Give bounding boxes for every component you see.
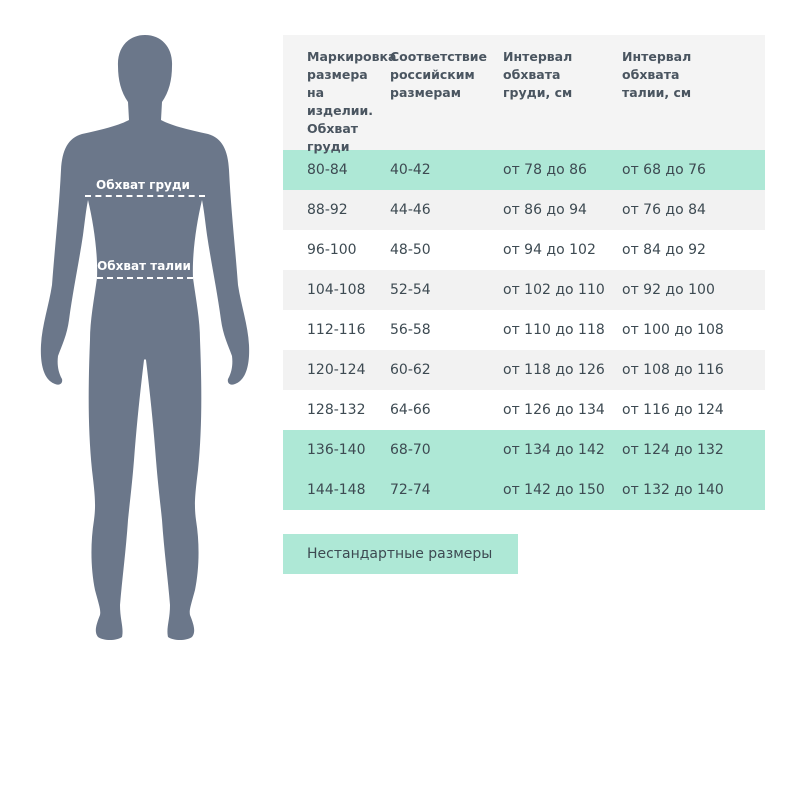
table-cell: 88-92 bbox=[307, 202, 348, 218]
table-cell: 128-132 bbox=[307, 402, 366, 418]
table-cell: от 86 до 94 bbox=[503, 202, 587, 218]
header-chest-range: Интервал обхвата груди, см bbox=[503, 49, 573, 100]
table-cell: от 142 до 150 bbox=[503, 482, 605, 498]
chest-dashed-line bbox=[85, 195, 205, 197]
chest-label: Обхват груди bbox=[96, 178, 190, 192]
table-cell: 48-50 bbox=[390, 242, 431, 258]
table-row: 80-84 40-42 от 78 до 86 от 68 до 76 bbox=[283, 150, 765, 190]
table-cell: 52-54 bbox=[390, 282, 431, 298]
table-row: 144-148 72-74 от 142 до 150 от 132 до 140 bbox=[283, 470, 765, 510]
table-cell: 112-116 bbox=[307, 322, 366, 338]
table-row: 112-116 56-58 от 110 до 118 от 100 до 108 bbox=[283, 310, 765, 350]
table-cell: от 92 до 100 bbox=[622, 282, 715, 298]
human-silhouette bbox=[40, 35, 250, 640]
table-cell: 44-46 bbox=[390, 202, 431, 218]
table-cell: 68-70 bbox=[390, 442, 431, 458]
table-cell: 80-84 bbox=[307, 162, 348, 178]
table-cell: от 78 до 86 bbox=[503, 162, 587, 178]
table-cell: от 102 до 110 bbox=[503, 282, 605, 298]
table-cell: 120-124 bbox=[307, 362, 366, 378]
size-table: Маркировка размера на изделии. Обхват гр… bbox=[283, 35, 765, 510]
table-cell: от 126 до 134 bbox=[503, 402, 605, 418]
table-cell: от 134 до 142 bbox=[503, 442, 605, 458]
table-cell: 40-42 bbox=[390, 162, 431, 178]
table-row: 120-124 60-62 от 118 до 126 от 108 до 116 bbox=[283, 350, 765, 390]
table-row: 136-140 68-70 от 134 до 142 от 124 до 132 bbox=[283, 430, 765, 470]
table-cell: от 76 до 84 bbox=[622, 202, 706, 218]
header-russian-size: Соответствие российским размерам bbox=[390, 49, 488, 100]
table-cell: 64-66 bbox=[390, 402, 431, 418]
table-cell: от 132 до 140 bbox=[622, 482, 724, 498]
table-cell: от 108 до 116 bbox=[622, 362, 724, 378]
header-waist-range: Интервал обхвата талии, см bbox=[622, 49, 692, 100]
table-row: 128-132 64-66 от 126 до 134 от 116 до 124 bbox=[283, 390, 765, 430]
table-cell: 96-100 bbox=[307, 242, 357, 258]
waist-dashed-line bbox=[97, 277, 193, 279]
table-row: 104-108 52-54 от 102 до 110 от 92 до 100 bbox=[283, 270, 765, 310]
table-cell: 144-148 bbox=[307, 482, 366, 498]
table-cell: от 94 до 102 bbox=[503, 242, 596, 258]
table-row: 88-92 44-46 от 86 до 94 от 76 до 84 bbox=[283, 190, 765, 230]
table-cell: 56-58 bbox=[390, 322, 431, 338]
table-cell: от 110 до 118 bbox=[503, 322, 605, 338]
nonstandard-sizes-button[interactable]: Нестандартные размеры bbox=[283, 534, 518, 574]
table-row: 96-100 48-50 от 94 до 102 от 84 до 92 bbox=[283, 230, 765, 270]
table-cell: от 116 до 124 bbox=[622, 402, 724, 418]
table-cell: от 84 до 92 bbox=[622, 242, 706, 258]
table-cell: от 68 до 76 bbox=[622, 162, 706, 178]
table-cell: от 118 до 126 bbox=[503, 362, 605, 378]
table-cell: 104-108 bbox=[307, 282, 366, 298]
table-header: Маркировка размера на изделии. Обхват гр… bbox=[283, 35, 765, 154]
table-cell: 72-74 bbox=[390, 482, 431, 498]
table-cell: 60-62 bbox=[390, 362, 431, 378]
table-cell: от 100 до 108 bbox=[622, 322, 724, 338]
table-cell: 136-140 bbox=[307, 442, 366, 458]
table-cell: от 124 до 132 bbox=[622, 442, 724, 458]
header-marking: Маркировка размера на изделии. Обхват гр… bbox=[307, 49, 397, 154]
waist-label: Обхват талии bbox=[97, 259, 191, 273]
